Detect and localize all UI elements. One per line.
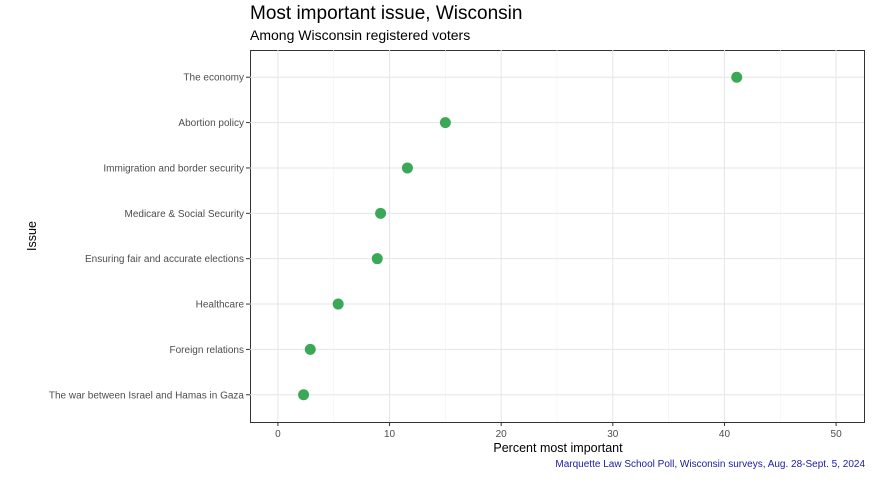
- data-point: [298, 389, 310, 401]
- x-tick-label: 50: [831, 429, 843, 440]
- data-point: [375, 207, 387, 219]
- chart-title: Most important issue, Wisconsin: [250, 3, 523, 24]
- data-point: [332, 298, 344, 310]
- y-tick-label: Healthcare: [196, 300, 245, 311]
- data-point: [371, 253, 383, 265]
- chart-subtitle: Among Wisconsin registered voters: [250, 27, 471, 43]
- data-point: [304, 343, 316, 355]
- chart-caption: Marquette Law School Poll, Wisconsin sur…: [555, 459, 865, 470]
- y-tick-label: Foreign relations: [170, 345, 244, 356]
- y-tick-label: Abortion policy: [178, 118, 244, 129]
- y-tick-label: Immigration and border security: [103, 163, 244, 174]
- y-tick-label: Ensuring fair and accurate elections: [85, 254, 244, 265]
- y-axis-title: Issue: [25, 221, 39, 251]
- x-tick-label: 30: [607, 429, 619, 440]
- x-tick-label: 0: [275, 429, 281, 440]
- x-axis-title: Percent most important: [493, 441, 623, 455]
- x-tick-label: 20: [496, 429, 508, 440]
- x-tick-label: 10: [384, 429, 396, 440]
- data-point: [731, 71, 743, 83]
- data-point: [401, 162, 413, 174]
- plot-panel: [250, 50, 865, 423]
- x-tick-label: 40: [719, 429, 731, 440]
- y-tick-label: Medicare & Social Security: [125, 209, 245, 220]
- y-tick-label: The war between Israel and Hamas in Gaza: [49, 390, 245, 401]
- y-tick-label: The economy: [183, 73, 244, 84]
- data-point: [439, 117, 451, 129]
